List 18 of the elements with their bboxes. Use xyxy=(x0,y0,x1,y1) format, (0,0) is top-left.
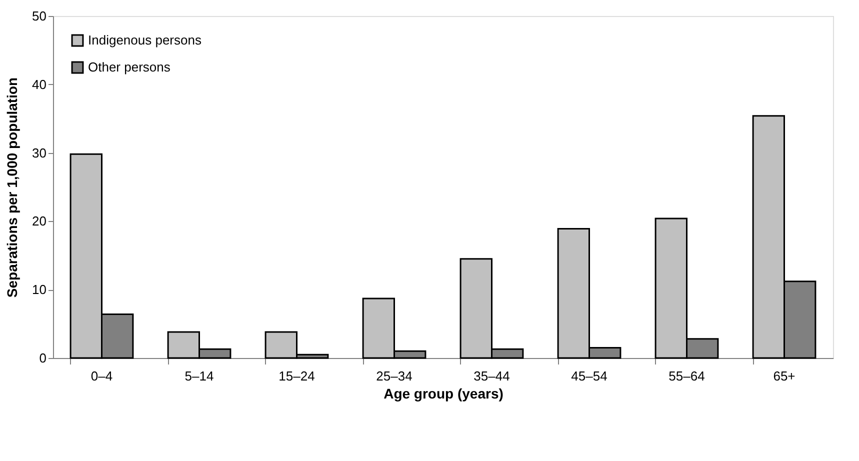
x-tick-label: 65+ xyxy=(773,368,796,384)
y-axis-title: Separations per 1,000 population xyxy=(4,77,20,298)
x-tick-label: 35–44 xyxy=(474,368,510,384)
y-tick-label: 10 xyxy=(32,282,46,298)
x-tick-label: 5–14 xyxy=(184,368,214,384)
y-tick-label: 40 xyxy=(32,76,46,92)
legend-label: Indigenous persons xyxy=(88,32,202,48)
y-tick-label: 20 xyxy=(32,214,46,229)
y-tick-label: 30 xyxy=(32,145,46,160)
x-tick-label: 0–4 xyxy=(90,368,113,384)
legend-label: Other persons xyxy=(88,60,171,74)
x-tick-label: 15–24 xyxy=(278,368,315,384)
x-tick-label: 55–64 xyxy=(668,368,705,384)
x-axis-title: Age group (years) xyxy=(384,386,504,402)
x-tick-label: 25–34 xyxy=(376,368,412,384)
x-tick-label: 45–54 xyxy=(571,368,608,384)
y-tick-label: 50 xyxy=(32,8,46,24)
y-tick-label: 0 xyxy=(39,350,46,366)
